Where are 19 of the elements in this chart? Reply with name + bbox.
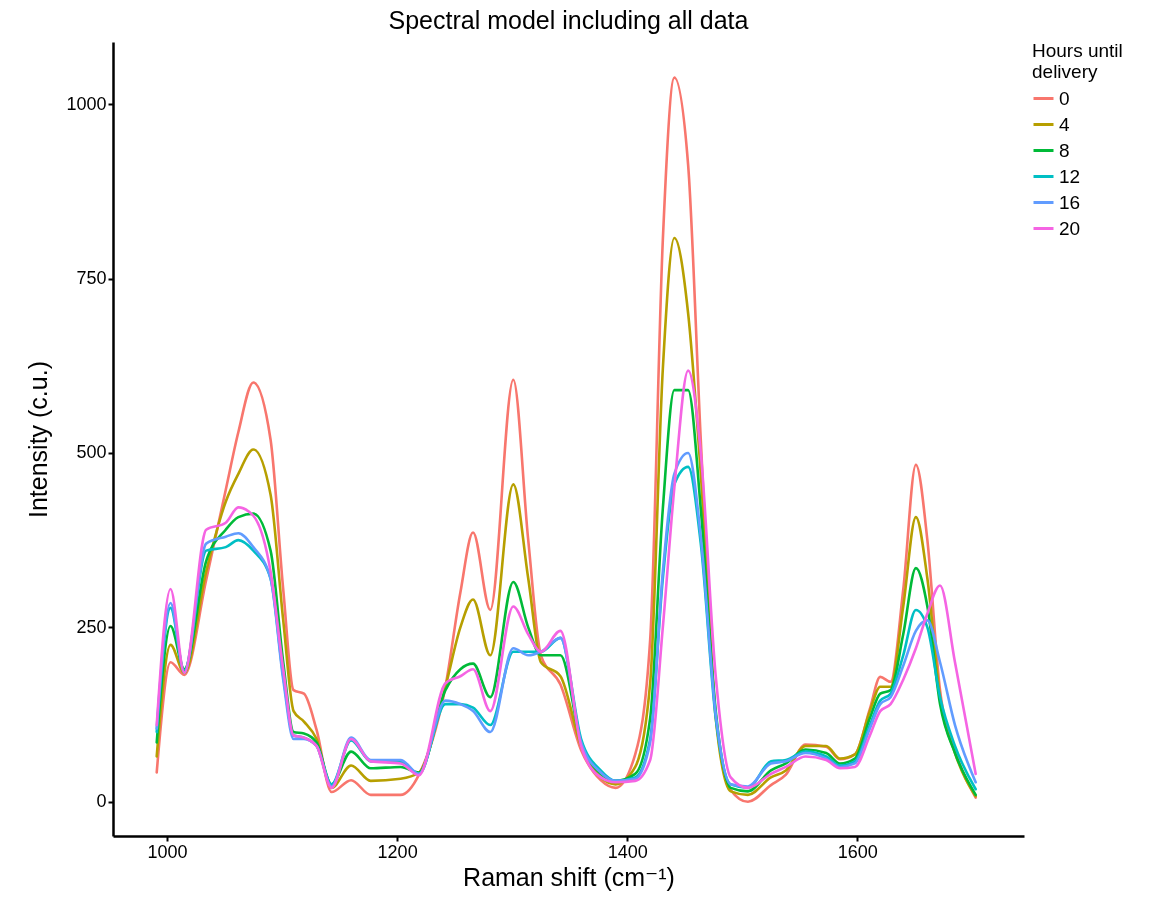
y-axis-title: Intensity (c.u.) bbox=[24, 361, 53, 518]
legend-label: 16 bbox=[1059, 191, 1081, 213]
y-tick-label: 500 bbox=[76, 442, 107, 463]
y-tick-label: 0 bbox=[96, 791, 107, 812]
legend-label: 8 bbox=[1059, 139, 1070, 161]
legend-label: 12 bbox=[1059, 165, 1081, 187]
legend-label: 4 bbox=[1059, 113, 1070, 135]
legend-label: 0 bbox=[1059, 87, 1070, 109]
y-tick-label: 750 bbox=[76, 268, 107, 289]
x-axis-title: Raman shift (cm⁻¹) bbox=[463, 862, 675, 891]
legend-label: 20 bbox=[1059, 217, 1081, 239]
y-tick-label: 250 bbox=[76, 616, 107, 637]
legend-title: Hours until delivery bbox=[1032, 40, 1123, 82]
x-tick-label: 1200 bbox=[377, 841, 418, 862]
y-tick-label: 1000 bbox=[66, 93, 107, 114]
x-tick-label: 1400 bbox=[607, 841, 648, 862]
chart-title: Spectral model including all data bbox=[388, 6, 749, 34]
x-tick-label: 1600 bbox=[837, 841, 878, 862]
x-tick-label: 1000 bbox=[147, 841, 188, 862]
